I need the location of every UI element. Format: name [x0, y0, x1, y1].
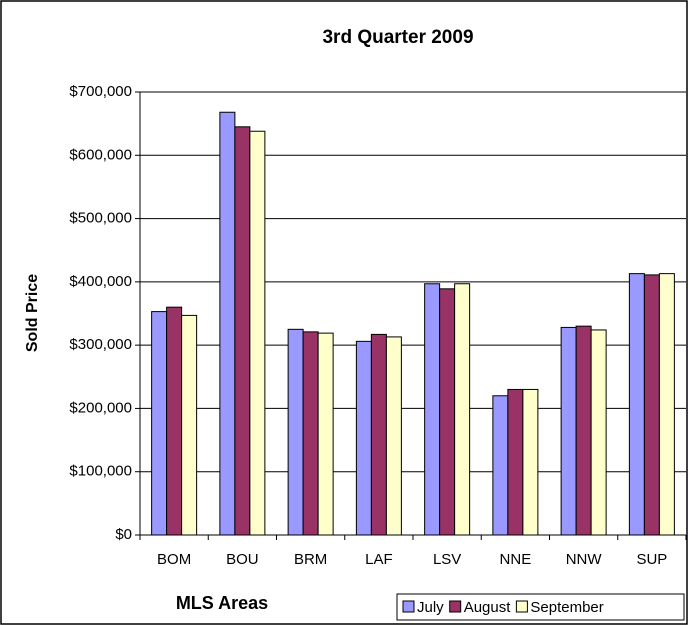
y-tick-label: $200,000 [69, 399, 132, 416]
legend-swatch [449, 600, 462, 613]
x-tick-label: LAF [365, 551, 393, 568]
bar [181, 314, 198, 536]
bar [302, 331, 319, 536]
y-tick-label: $100,000 [69, 463, 132, 480]
bar [385, 336, 402, 536]
x-tick-label: SUP [636, 551, 667, 568]
bar [628, 273, 645, 536]
bar [249, 130, 266, 536]
y-tick-label: $500,000 [69, 210, 132, 227]
y-tick-label: $300,000 [69, 336, 132, 353]
x-axis-label: MLS Areas [176, 593, 268, 613]
bar [166, 306, 183, 536]
bar [355, 340, 372, 536]
bar [643, 274, 660, 536]
y-tick-label: $400,000 [69, 273, 132, 290]
bar [151, 311, 168, 536]
bar [317, 332, 334, 536]
y-axis-label: Sold Price [24, 274, 41, 352]
bar [454, 283, 471, 536]
bar [219, 111, 236, 536]
bar [658, 273, 675, 536]
legend-label: July [417, 599, 444, 616]
bar [287, 328, 304, 536]
legend-swatch [515, 600, 528, 613]
bar [522, 388, 539, 536]
bar [439, 288, 456, 536]
bar [234, 126, 251, 536]
x-tick-label: BRM [294, 551, 327, 568]
x-tick-label: BOU [226, 551, 259, 568]
legend-label: August [464, 599, 512, 616]
x-tick-label: NNW [566, 551, 603, 568]
bar [424, 283, 441, 536]
legend-swatch [402, 600, 415, 613]
x-tick-label: NNE [500, 551, 532, 568]
bar [590, 329, 607, 536]
bar [370, 333, 387, 536]
bar [492, 395, 509, 536]
chart-title: 3rd Quarter 2009 [322, 27, 473, 48]
y-tick-label: $600,000 [69, 146, 132, 163]
y-tick-label: $0 [115, 526, 132, 543]
bar [507, 388, 524, 536]
x-tick-label: BOM [157, 551, 191, 568]
y-tick-label: $700,000 [69, 83, 132, 100]
legend-box [396, 593, 685, 621]
bar [560, 326, 577, 536]
bar [575, 325, 592, 536]
x-tick-label: LSV [433, 551, 461, 568]
legend-label: September [530, 599, 603, 616]
